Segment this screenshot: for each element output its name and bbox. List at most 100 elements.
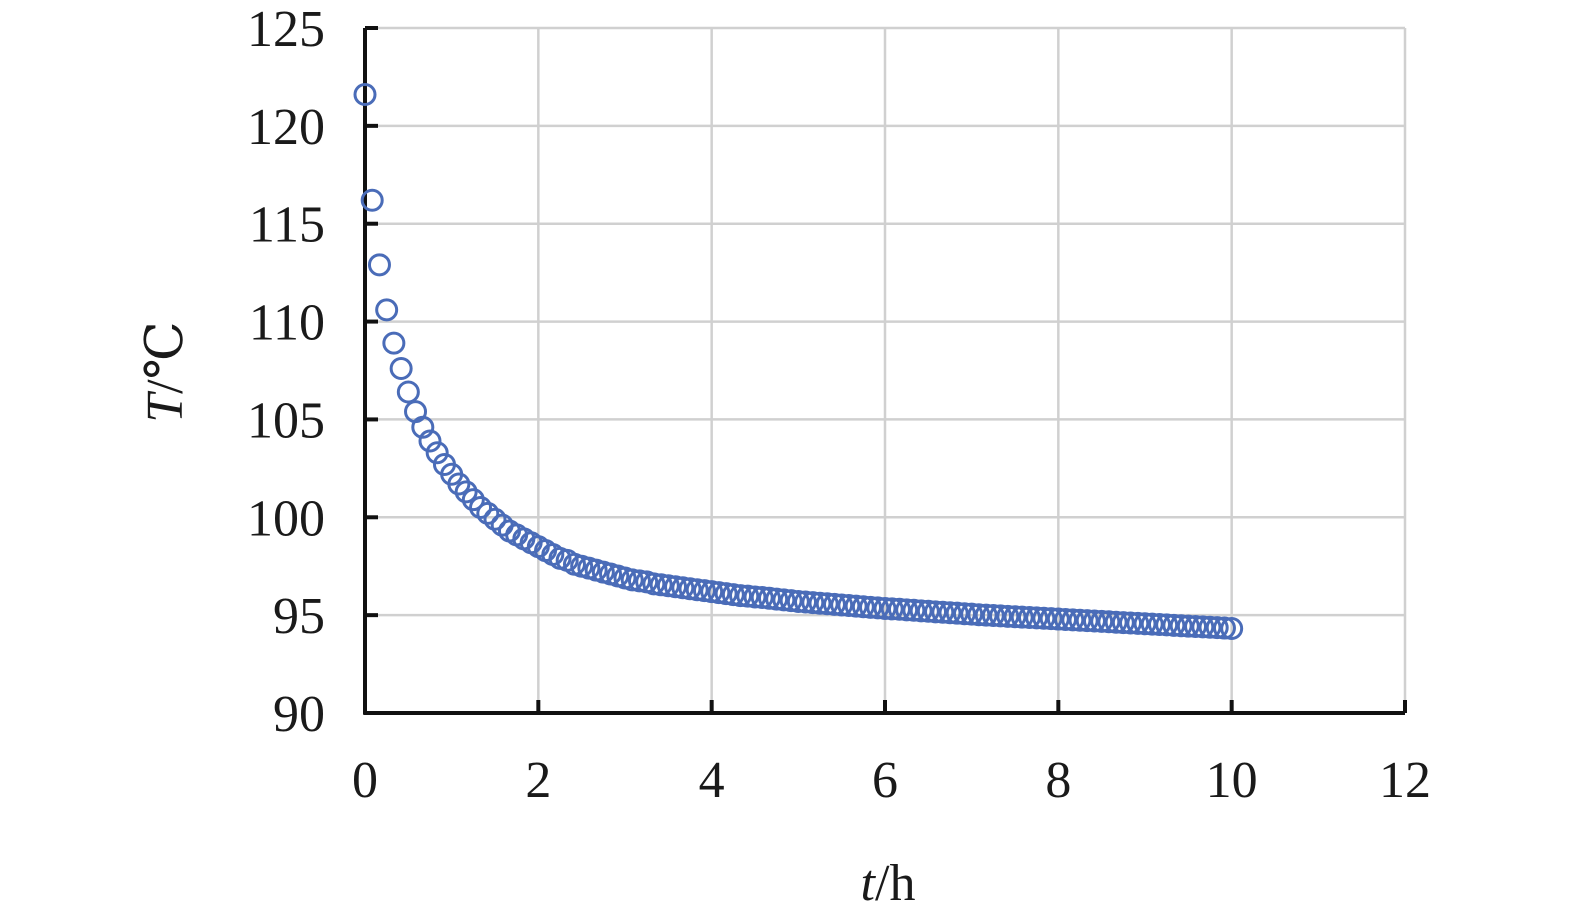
data-point — [620, 568, 644, 592]
grid — [365, 26, 1407, 713]
data-point — [859, 595, 883, 619]
data-point — [1140, 612, 1164, 636]
y-tick-label: 90 — [273, 686, 325, 743]
data-point — [1205, 616, 1229, 640]
x-tick-label: 12 — [1379, 752, 1431, 809]
y-axis-label-var: T — [137, 391, 194, 423]
x-tick-labels: 0 2 4 6 8 10 12 — [352, 752, 1431, 809]
data-point — [476, 501, 500, 525]
data-point — [931, 600, 955, 624]
data-point — [685, 578, 709, 602]
data-point — [837, 594, 861, 618]
data-point — [974, 603, 998, 627]
data-point — [967, 603, 991, 627]
data-point — [822, 592, 846, 616]
y-tick-label: 95 — [273, 588, 325, 645]
data-point — [924, 600, 948, 624]
data-point — [671, 576, 695, 600]
data-point — [1082, 609, 1106, 633]
data-point — [887, 597, 911, 621]
data-point — [714, 582, 738, 606]
data-point — [396, 380, 420, 404]
data-point — [996, 604, 1020, 628]
data-point — [1162, 613, 1186, 637]
data-point — [1176, 614, 1200, 638]
data-point — [801, 591, 825, 615]
data-points — [353, 83, 1244, 640]
y-tick-label: 120 — [247, 99, 325, 156]
data-point — [772, 588, 796, 612]
x-tick-label: 2 — [525, 752, 551, 809]
data-point — [1039, 607, 1063, 631]
data-point — [469, 496, 493, 519]
data-point — [721, 583, 745, 607]
data-point — [375, 298, 399, 322]
data-point — [483, 507, 507, 531]
x-tick-label: 8 — [1045, 752, 1071, 809]
data-point — [1198, 615, 1222, 639]
data-point — [360, 188, 384, 212]
x-axis-label-unit: /h — [875, 855, 915, 912]
data-point — [866, 596, 890, 620]
data-point — [447, 472, 471, 496]
data-point — [729, 584, 753, 608]
data-point — [1046, 607, 1070, 631]
data-point — [1003, 605, 1027, 629]
data-point — [1212, 616, 1236, 640]
data-point — [779, 589, 803, 613]
data-point — [367, 253, 391, 277]
data-point — [1184, 614, 1208, 638]
data-point — [649, 573, 673, 597]
data-point — [916, 599, 940, 623]
data-point — [382, 331, 406, 355]
x-tick-label: 4 — [699, 752, 725, 809]
data-point — [627, 569, 651, 593]
x-tick-label: 6 — [872, 752, 898, 809]
data-point — [794, 590, 818, 614]
y-axis-label: T/℃ — [137, 321, 194, 423]
data-point — [1061, 608, 1085, 632]
y-tick-label: 105 — [247, 392, 325, 449]
data-point — [1220, 616, 1244, 640]
y-tick-label: 100 — [247, 490, 325, 547]
data-point — [1032, 606, 1056, 630]
data-point — [844, 594, 868, 618]
data-point — [757, 586, 781, 610]
data-point — [418, 429, 442, 453]
y-axis-label-unit: /℃ — [137, 321, 194, 394]
data-point — [1119, 611, 1143, 635]
data-point — [1054, 607, 1078, 631]
data-point — [945, 601, 969, 625]
axes — [363, 26, 1407, 715]
data-point — [736, 584, 760, 608]
y-tick-label: 115 — [249, 197, 325, 254]
data-point — [1169, 614, 1193, 638]
data-point — [895, 598, 919, 622]
data-point — [1147, 613, 1171, 637]
data-point — [981, 604, 1005, 628]
x-axis-label: t/h — [861, 855, 916, 912]
x-tick-label: 10 — [1206, 752, 1258, 809]
data-point — [664, 575, 688, 599]
data-point — [989, 604, 1013, 628]
data-point — [880, 597, 904, 621]
data-point — [454, 480, 478, 504]
data-point — [786, 589, 810, 613]
x-tick-label: 0 — [352, 752, 378, 809]
data-point — [411, 415, 435, 439]
y-tick-label: 110 — [249, 295, 325, 352]
data-point — [1010, 605, 1034, 629]
data-point — [1191, 615, 1215, 639]
data-point — [750, 586, 774, 610]
data-point — [1090, 609, 1114, 633]
data-point — [815, 592, 839, 616]
data-point — [656, 574, 680, 598]
data-point — [743, 585, 767, 609]
data-point — [1111, 611, 1135, 635]
data-point — [1126, 611, 1150, 635]
data-point — [642, 572, 666, 596]
y-tick-label: 125 — [247, 1, 325, 58]
data-point — [902, 598, 926, 622]
data-point — [909, 599, 933, 623]
